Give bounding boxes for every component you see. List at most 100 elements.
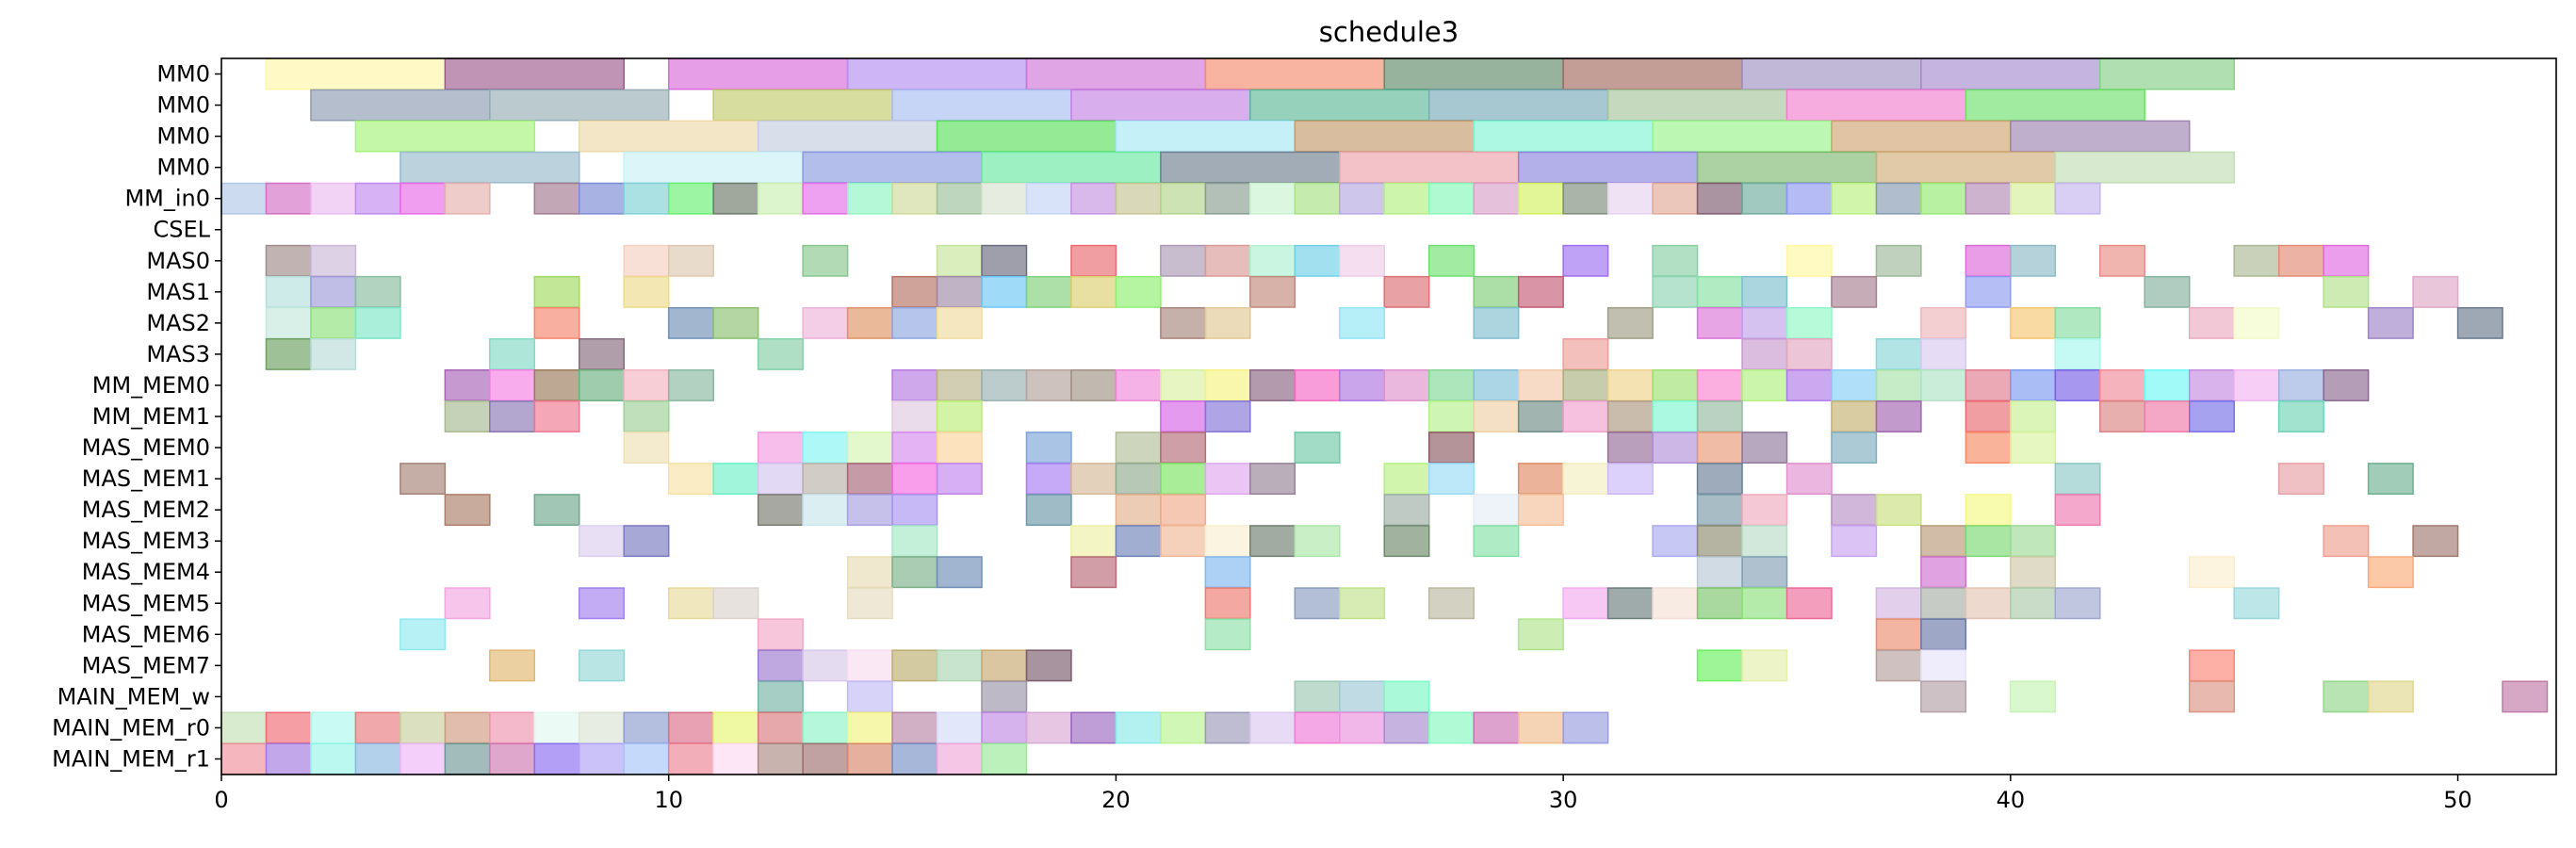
task-bar: [1115, 369, 1162, 401]
task-bar: [2054, 337, 2101, 370]
task-bar: [579, 337, 625, 370]
task-bar: [444, 587, 491, 620]
task-bar: [1562, 400, 1609, 432]
task-bar: [2010, 120, 2191, 153]
task-bar: [1339, 182, 1386, 215]
task-bar: [354, 120, 536, 153]
task-bar: [936, 400, 983, 432]
task-bar: [1249, 711, 1296, 744]
task-bar: [1696, 400, 1743, 432]
task-bar: [444, 711, 491, 744]
task-bar: [1383, 369, 1430, 401]
task-bar: [981, 742, 1028, 775]
x-tick-label: 30: [1549, 787, 1578, 813]
task-bar: [1160, 400, 1207, 432]
task-bar: [1652, 369, 1699, 401]
task-bar: [1652, 244, 1699, 277]
task-bar: [1294, 680, 1341, 713]
task-bar: [891, 556, 938, 589]
task-bar: [1831, 120, 2012, 153]
task-bar: [1741, 337, 1788, 370]
task-bar: [1473, 369, 1520, 401]
task-bar: [354, 711, 401, 744]
task-bar: [2010, 369, 2057, 401]
y-tick-label: MAIN_MEM_r0: [52, 714, 210, 741]
task-bar: [1427, 89, 1609, 122]
task-bar: [1562, 711, 1609, 744]
task-bar: [1965, 182, 2012, 215]
task-bar: [2188, 306, 2235, 339]
task-bar: [623, 275, 670, 308]
task-bar: [667, 587, 714, 620]
task-bar: [1249, 463, 1296, 496]
task-bar: [1741, 306, 1788, 339]
task-bar: [1294, 432, 1341, 464]
y-tick-label: CSEL: [153, 217, 210, 243]
task-bar: [2367, 306, 2414, 339]
task-bar: [1204, 369, 1251, 401]
task-bar: [1652, 275, 1699, 308]
task-bar: [1920, 556, 1967, 589]
y-tick-label: MAIN_MEM_r1: [52, 745, 210, 772]
task-bar: [533, 275, 580, 308]
task-bar: [310, 711, 357, 744]
task-bar: [936, 742, 983, 775]
task-bar: [310, 275, 357, 308]
task-bar: [1562, 587, 1609, 620]
task-bar: [667, 369, 714, 401]
task-bar: [1920, 649, 1967, 682]
task-bar: [802, 742, 849, 775]
task-bar: [2188, 369, 2235, 401]
y-tick-label: MAS_MEM7: [82, 652, 210, 678]
task-bar: [1965, 525, 2012, 558]
task-bar: [1562, 244, 1609, 277]
task-bar: [1473, 400, 1520, 432]
task-bar: [623, 711, 670, 744]
task-bar: [1652, 587, 1699, 620]
task-bar: [579, 369, 625, 401]
task-bar: [623, 742, 670, 775]
task-bar: [981, 244, 1028, 277]
task-bar: [489, 400, 536, 432]
task-bar: [533, 494, 580, 527]
task-bar: [1785, 463, 1833, 496]
task-bar: [310, 306, 357, 339]
x-tick-label: 20: [1101, 787, 1131, 813]
task-bar: [1785, 306, 1833, 339]
task-bar: [1294, 369, 1341, 401]
task-bar: [1965, 275, 2012, 308]
task-bar: [1920, 618, 1967, 651]
task-bar: [489, 742, 536, 775]
task-bar: [1652, 400, 1699, 432]
task-bar: [1070, 711, 1117, 744]
task-bar: [936, 120, 1117, 153]
task-bar: [1204, 244, 1251, 277]
task-bar: [981, 649, 1028, 682]
task-bar: [1204, 711, 1251, 744]
task-bar: [1920, 525, 1967, 558]
task-bar: [891, 649, 938, 682]
task-bar: [1517, 400, 1564, 432]
task-bar: [1696, 556, 1743, 589]
task-bar: [757, 337, 804, 370]
task-bar: [1517, 151, 1699, 184]
task-bar: [1875, 618, 1922, 651]
task-bar: [579, 587, 625, 620]
task-bar: [1294, 182, 1341, 215]
task-bar: [1383, 680, 1430, 713]
task-bar: [712, 711, 759, 744]
task-bar: [846, 306, 893, 339]
task-bar: [891, 369, 938, 401]
task-bar: [1294, 120, 1475, 153]
y-tick-label: MM_in0: [124, 186, 210, 212]
task-bar: [1160, 369, 1207, 401]
task-bar: [2233, 306, 2280, 339]
task-bar: [2010, 587, 2057, 620]
y-tick-label: MAS_MEM2: [82, 497, 210, 523]
task-bar: [981, 182, 1028, 215]
task-bar: [623, 432, 670, 464]
task-bar: [1427, 432, 1475, 464]
task-bar: [1115, 711, 1162, 744]
task-bar: [579, 120, 759, 153]
